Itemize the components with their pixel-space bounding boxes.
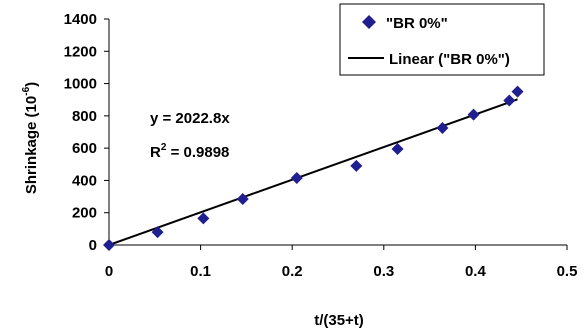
data-points (103, 85, 524, 251)
r-squared-annotation: R2 = 0.9898 (150, 142, 229, 161)
data-point (436, 121, 449, 134)
y-tick-label: 200 (72, 205, 97, 222)
data-point (236, 192, 249, 205)
x-tick-label: 0 (105, 263, 113, 280)
r2-prefix: R (150, 144, 161, 161)
data-point (103, 239, 115, 251)
y-axis-title-exponent: -6 (21, 86, 32, 95)
y-tick-label: 800 (72, 108, 97, 125)
x-axis-title: t/(35+t) (314, 312, 364, 329)
trendline-linear (108, 98, 518, 246)
legend-entry-trendline: Linear ("BR 0%") (389, 51, 510, 68)
y-axis-title-prefix: Shrinkage (10 (23, 96, 40, 194)
r2-suffix: = 0.9898 (166, 144, 229, 161)
data-point (503, 94, 516, 107)
legend-entry-series: "BR 0%" (386, 15, 448, 32)
y-tick-label: 1200 (64, 43, 97, 60)
x-tick-label: 0.5 (557, 263, 578, 280)
y-axis-ticks: 0 200 400 600 800 1000 1200 1400 (64, 11, 109, 254)
x-tick-label: 0.2 (282, 263, 303, 280)
y-tick-label: 1400 (64, 11, 97, 28)
y-tick-label: 600 (72, 140, 97, 157)
legend: "BR 0%" Linear ("BR 0%") (339, 3, 545, 76)
data-point (511, 85, 524, 98)
x-tick-label: 0.1 (190, 263, 211, 280)
y-tick-label: 400 (72, 172, 97, 189)
legend-box (339, 3, 545, 76)
y-axis-title: Shrinkage (10-6) (21, 82, 40, 194)
y-axis-title-suffix: ) (23, 82, 40, 87)
x-tick-label: 0.3 (373, 263, 394, 280)
data-point (151, 226, 164, 239)
legend-diamond-marker (362, 15, 376, 29)
data-point (197, 212, 210, 225)
data-point (350, 159, 363, 172)
data-point (290, 172, 303, 185)
data-point (391, 142, 404, 155)
data-point (467, 108, 480, 121)
x-tick-label: 0.4 (465, 263, 487, 280)
y-tick-label: 0 (89, 237, 97, 254)
equation-annotation: y = 2022.8x (150, 110, 230, 127)
x-axis-ticks: 0 0.1 0.2 0.3 0.4 0.5 (105, 245, 578, 280)
r2-exponent: 2 (161, 142, 167, 153)
y-tick-label: 1000 (64, 76, 97, 93)
